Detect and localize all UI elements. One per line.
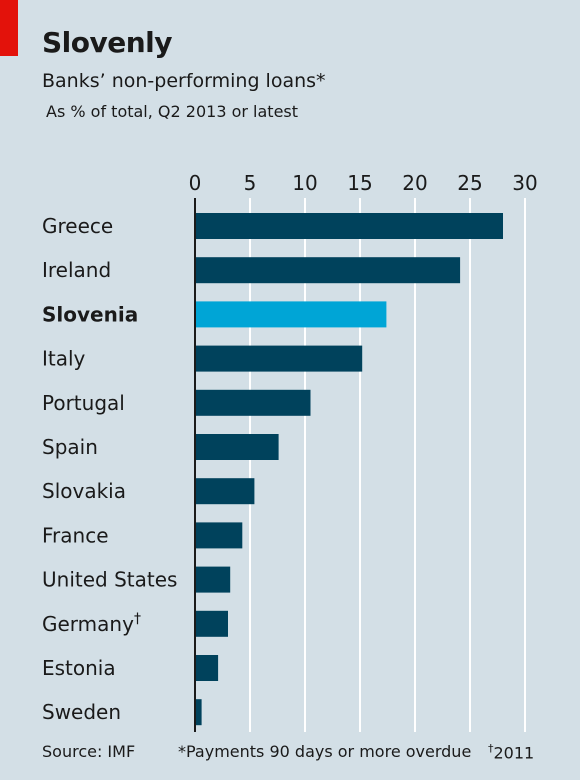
bar xyxy=(195,522,243,549)
x-tick-label: 25 xyxy=(457,171,482,195)
chart-subtitle: Banks’ non-performing loans* xyxy=(42,70,326,92)
category-label: Germany† xyxy=(42,611,141,636)
x-tick-label: 15 xyxy=(347,171,372,195)
bar xyxy=(195,301,387,328)
bar xyxy=(195,478,255,505)
dagger-footnote: †2011 xyxy=(488,742,534,762)
category-label: Spain xyxy=(42,435,98,459)
bar xyxy=(195,566,231,593)
category-label: Slovakia xyxy=(42,479,126,503)
bar xyxy=(195,389,311,416)
footnote: *Payments 90 days or more overdue xyxy=(178,742,472,761)
x-tick-label: 20 xyxy=(402,171,427,195)
bar xyxy=(195,699,202,726)
dagger-mark: † xyxy=(488,742,494,755)
x-tick-label: 10 xyxy=(292,171,317,195)
category-label: Slovenia xyxy=(42,302,138,326)
chart-units-note: As % of total, Q2 2013 or latest xyxy=(46,102,299,121)
category-label: Ireland xyxy=(42,258,111,282)
category-label: Greece xyxy=(42,214,113,238)
chart-title: Slovenly xyxy=(42,26,173,59)
dagger-note-text: 2011 xyxy=(493,743,535,763)
bar xyxy=(195,345,363,372)
x-tick-label: 30 xyxy=(512,171,537,195)
category-label: Portugal xyxy=(42,391,125,415)
bar xyxy=(195,213,503,239)
bar xyxy=(195,434,279,460)
category-label: France xyxy=(42,523,109,547)
x-tick-label: 0 xyxy=(189,171,202,195)
bar xyxy=(195,610,228,637)
bar xyxy=(195,257,461,284)
bar xyxy=(195,655,219,681)
category-label: Italy xyxy=(42,347,86,371)
category-label: Sweden xyxy=(42,700,121,724)
x-tick-label: 5 xyxy=(244,171,257,195)
source-note: Source: IMF xyxy=(42,742,136,761)
category-label: United States xyxy=(42,568,177,592)
brand-red-tab xyxy=(0,0,18,56)
category-label: Estonia xyxy=(42,656,116,680)
